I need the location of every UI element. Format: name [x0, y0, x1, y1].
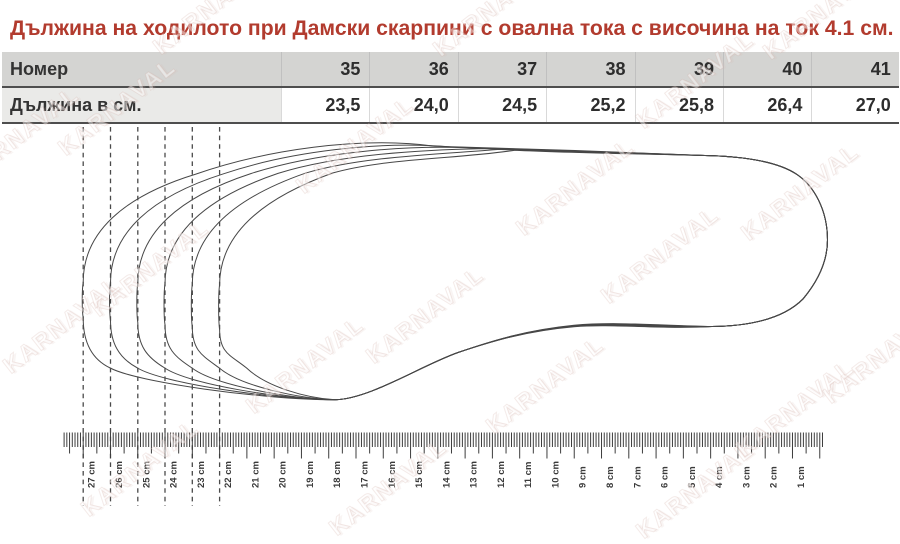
svg-text:3 cm: 3 cm [741, 466, 752, 488]
svg-text:15 cm: 15 cm [414, 461, 425, 488]
svg-text:16 cm: 16 cm [387, 461, 398, 488]
svg-text:19 cm: 19 cm [305, 461, 316, 488]
svg-text:22 cm: 22 cm [223, 461, 234, 488]
svg-text:5 cm: 5 cm [687, 466, 698, 488]
svg-text:10 cm: 10 cm [551, 461, 562, 488]
svg-text:24 cm: 24 cm [169, 461, 180, 488]
svg-text:12 cm: 12 cm [496, 461, 507, 488]
svg-text:8 cm: 8 cm [605, 466, 616, 488]
svg-text:7 cm: 7 cm [632, 466, 643, 488]
svg-text:17 cm: 17 cm [360, 461, 371, 488]
svg-text:21 cm: 21 cm [250, 461, 261, 488]
svg-text:9 cm: 9 cm [578, 466, 589, 488]
svg-text:1 cm: 1 cm [796, 466, 807, 488]
svg-text:13 cm: 13 cm [469, 461, 480, 488]
svg-text:25 cm: 25 cm [141, 461, 152, 488]
svg-text:18 cm: 18 cm [332, 461, 343, 488]
svg-text:23 cm: 23 cm [196, 461, 207, 488]
svg-text:11 cm: 11 cm [523, 462, 534, 488]
svg-text:4 cm: 4 cm [714, 466, 725, 488]
svg-text:20 cm: 20 cm [278, 461, 289, 488]
svg-text:14 cm: 14 cm [441, 461, 452, 488]
svg-text:2 cm: 2 cm [769, 466, 780, 488]
svg-text:27 cm: 27 cm [87, 461, 98, 488]
svg-text:26 cm: 26 cm [114, 461, 125, 488]
svg-text:6 cm: 6 cm [660, 466, 671, 488]
